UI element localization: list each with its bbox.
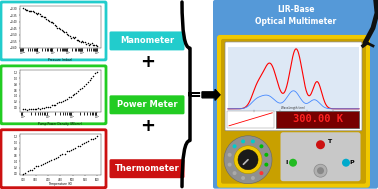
Circle shape bbox=[317, 167, 324, 174]
Bar bbox=[228, 47, 359, 112]
Text: +: + bbox=[141, 53, 155, 71]
Circle shape bbox=[259, 171, 263, 175]
FancyArrow shape bbox=[202, 89, 220, 100]
Circle shape bbox=[342, 159, 350, 167]
Text: =: = bbox=[189, 87, 201, 102]
Circle shape bbox=[259, 144, 263, 148]
Circle shape bbox=[264, 163, 268, 167]
FancyBboxPatch shape bbox=[110, 159, 184, 178]
Text: Power Meter: Power Meter bbox=[117, 100, 177, 109]
FancyBboxPatch shape bbox=[1, 66, 106, 124]
Circle shape bbox=[241, 139, 245, 143]
FancyBboxPatch shape bbox=[221, 39, 366, 184]
Text: Manometer: Manometer bbox=[120, 36, 174, 45]
Text: I: I bbox=[286, 160, 288, 165]
Circle shape bbox=[224, 136, 272, 184]
Circle shape bbox=[232, 144, 237, 148]
FancyBboxPatch shape bbox=[225, 42, 362, 131]
FancyBboxPatch shape bbox=[110, 31, 184, 50]
Circle shape bbox=[251, 139, 255, 143]
FancyBboxPatch shape bbox=[110, 95, 184, 114]
Text: +: + bbox=[141, 117, 155, 135]
Text: LIR-Base
Optical Multimeter: LIR-Base Optical Multimeter bbox=[255, 5, 336, 26]
Circle shape bbox=[232, 171, 237, 175]
Circle shape bbox=[228, 163, 232, 167]
Text: Wavelength (nm): Wavelength (nm) bbox=[282, 106, 305, 110]
Text: Thermometer: Thermometer bbox=[115, 164, 180, 173]
Text: T: T bbox=[327, 139, 332, 144]
FancyBboxPatch shape bbox=[1, 2, 106, 60]
Circle shape bbox=[228, 153, 232, 157]
FancyBboxPatch shape bbox=[1, 130, 106, 188]
FancyBboxPatch shape bbox=[213, 0, 378, 189]
Bar bbox=[227, 111, 274, 128]
Circle shape bbox=[264, 153, 268, 157]
Text: P: P bbox=[350, 160, 354, 165]
FancyBboxPatch shape bbox=[280, 132, 361, 181]
FancyBboxPatch shape bbox=[276, 111, 359, 128]
Circle shape bbox=[289, 159, 297, 167]
Text: 300.00 K: 300.00 K bbox=[293, 114, 342, 124]
Circle shape bbox=[316, 140, 325, 149]
Circle shape bbox=[238, 150, 258, 170]
Circle shape bbox=[251, 176, 255, 180]
Circle shape bbox=[234, 146, 262, 174]
FancyBboxPatch shape bbox=[217, 35, 370, 188]
Circle shape bbox=[314, 164, 327, 177]
Circle shape bbox=[241, 176, 245, 180]
